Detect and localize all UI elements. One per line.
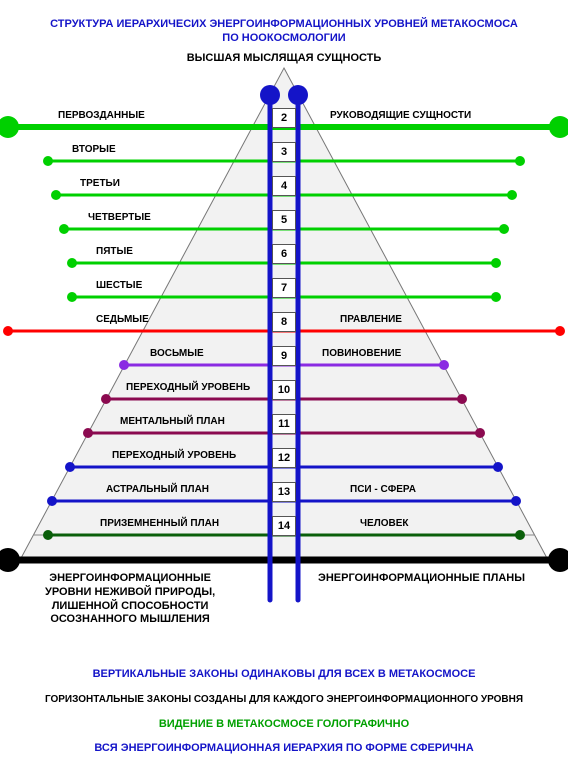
row-left-label: ПЕРВОЗДАННЫЕ bbox=[58, 110, 145, 121]
level-number-box: 10 bbox=[272, 380, 296, 400]
row-left-label: ПЕРЕХОДНЫЙ УРОВЕНЬ bbox=[126, 382, 250, 393]
row-left-label: ВТОРЫЕ bbox=[72, 144, 116, 155]
row-left-label: ПРИЗЕМНЕННЫЙ ПЛАН bbox=[100, 518, 219, 529]
row-left-label: АСТРАЛЬНЫЙ ПЛАН bbox=[106, 484, 209, 495]
row-right-label: ЧЕЛОВЕК bbox=[360, 518, 409, 529]
footer-line: ВЕРТИКАЛЬНЫЕ ЗАКОНЫ ОДИНАКОВЫ ДЛЯ ВСЕХ В… bbox=[0, 668, 568, 680]
level-number-box: 11 bbox=[272, 414, 296, 434]
row-right-label: ПОВИНОВЕНИЕ bbox=[322, 348, 401, 359]
level-number-box: 8 bbox=[272, 312, 296, 332]
level-number-box: 4 bbox=[272, 176, 296, 196]
row-right-label: ПРАВЛЕНИЕ bbox=[340, 314, 402, 325]
row-left-label: ВОСЬМЫЕ bbox=[150, 348, 204, 359]
level-number-box: 3 bbox=[272, 142, 296, 162]
footer-line: ВИДЕНИЕ В МЕТАКОСМОСЕ ГОЛОГРАФИЧНО bbox=[0, 718, 568, 730]
row-left-label: ТРЕТЬИ bbox=[80, 178, 120, 189]
row-right-label: ПСИ - СФЕРА bbox=[350, 484, 416, 495]
footer-line: ВСЯ ЭНЕРГОИНФОРМАЦИОННАЯ ИЕРАРХИЯ ПО ФОР… bbox=[0, 742, 568, 754]
row-left-label: МЕНТАЛЬНЫЙ ПЛАН bbox=[120, 416, 225, 427]
level-number-box: 12 bbox=[272, 448, 296, 468]
bottom-left-line: ЛИШЕННОЙ СПОСОБНОСТИ bbox=[45, 600, 215, 614]
row-left-label: ШЕСТЫЕ bbox=[96, 280, 142, 291]
level-number-box: 6 bbox=[272, 244, 296, 264]
level-number-box: 13 bbox=[272, 482, 296, 502]
level-number-box: 7 bbox=[272, 278, 296, 298]
bottom-right-text: ЭНЕРГОИНФОРМАЦИОННЫЕ ПЛАНЫ bbox=[318, 572, 525, 586]
row-left-label: ЧЕТВЕРТЫЕ bbox=[88, 212, 151, 223]
level-number-box: 5 bbox=[272, 210, 296, 230]
footer-line: ГОРИЗОНТАЛЬНЫЕ ЗАКОНЫ СОЗДАНЫ ДЛЯ КАЖДОГ… bbox=[0, 694, 568, 705]
bottom-left-line: ЭНЕРГОИНФОРМАЦИОННЫЕ bbox=[45, 572, 215, 586]
bottom-left-text: ЭНЕРГОИНФОРМАЦИОННЫЕУРОВНИ НЕЖИВОЙ ПРИРО… bbox=[45, 572, 215, 627]
row-left-label: ПЕРЕХОДНЫЙ УРОВЕНЬ bbox=[112, 450, 236, 461]
row-right-label: РУКОВОДЯЩИЕ СУЩНОСТИ bbox=[330, 110, 471, 121]
level-number-box: 14 bbox=[272, 516, 296, 536]
level-number-box: 9 bbox=[272, 346, 296, 366]
level-number-box: 2 bbox=[272, 108, 296, 128]
bottom-left-line: УРОВНИ НЕЖИВОЙ ПРИРОДЫ, bbox=[45, 586, 215, 600]
row-left-label: ПЯТЫЕ bbox=[96, 246, 133, 257]
row-left-label: СЕДЬМЫЕ bbox=[96, 314, 149, 325]
bottom-left-line: ОСОЗНАННОГО МЫШЛЕНИЯ bbox=[45, 613, 215, 627]
